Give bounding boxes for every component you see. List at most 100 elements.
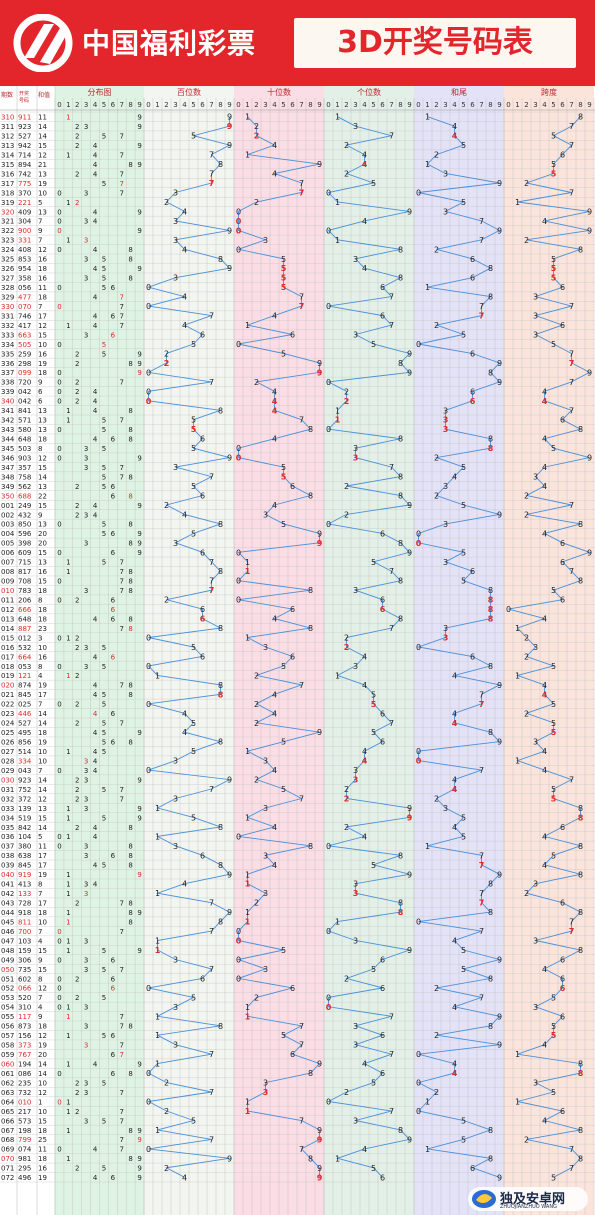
trend-point: 0: [326, 842, 331, 851]
sum-cell: 7: [38, 218, 42, 226]
trend-point: 9: [227, 1154, 232, 1163]
issue-cell: 310: [1, 114, 14, 122]
dist-digit: 1: [66, 1013, 70, 1021]
issue-cell: 005: [1, 540, 14, 548]
trend-point: 3: [353, 1022, 358, 1031]
number-cell: 198: [18, 1127, 31, 1135]
trend-point: 3: [353, 937, 358, 946]
trend-point: 0: [146, 302, 151, 311]
trend-point: 6: [380, 312, 385, 321]
header-digit-5-8: 8: [578, 101, 582, 109]
trend-point: 6: [200, 615, 206, 624]
trend-point: 8: [578, 946, 583, 955]
header-digit-2-1: 1: [245, 101, 249, 109]
dist-digit: 6: [111, 596, 116, 604]
sum-cell: 15: [38, 331, 47, 339]
dist-digit: 9: [137, 208, 141, 216]
trend-point: 9: [587, 207, 592, 216]
dist-digit: 9: [137, 360, 141, 368]
dist-digit: 3: [84, 237, 88, 245]
dist-digit: 5: [102, 265, 106, 273]
number-cell: 103: [18, 937, 31, 945]
number-cell: 409: [18, 208, 31, 216]
number-cell: 495: [18, 729, 31, 737]
number-cell: 638: [18, 852, 31, 860]
header-digit-5-1: 1: [515, 101, 519, 109]
trend-point: 1: [425, 113, 430, 122]
dist-digit: 7: [120, 795, 124, 803]
number-cell: 370: [18, 189, 31, 197]
header-digit-0-5: 5: [102, 101, 106, 109]
trend-point: 0: [416, 539, 422, 548]
number-cell: 845: [18, 862, 31, 870]
number-cell: 133: [18, 890, 31, 898]
sum-cell: 15: [38, 142, 47, 150]
trend-point: 0: [236, 245, 241, 254]
dist-digit: 1: [66, 1032, 70, 1040]
trend-point: 7: [479, 236, 484, 245]
number-cell: 728: [18, 900, 31, 908]
trend-point: 4: [272, 823, 277, 832]
issue-cell: 319: [1, 199, 14, 207]
trend-point: 3: [263, 851, 268, 860]
trend-point: 0: [416, 1079, 421, 1088]
dist-digit: 9: [137, 549, 141, 557]
trend-point: 0: [416, 747, 421, 756]
trend-point: 4: [452, 776, 457, 785]
issue-cell: 019: [1, 672, 14, 680]
trend-point: 4: [542, 747, 547, 756]
number-cell: 496: [18, 1174, 32, 1182]
number-cell: 735: [18, 966, 31, 974]
sum-cell: 11: [38, 1146, 47, 1154]
trend-point: 9: [317, 359, 322, 368]
trend-point: 4: [182, 728, 187, 737]
trend-point: 6: [380, 955, 385, 964]
trend-point: 2: [434, 491, 439, 500]
trend-point: 6: [560, 321, 565, 330]
dist-digit: 5: [102, 1117, 106, 1125]
trend-point: 6: [290, 331, 295, 340]
number-cell: 664: [18, 653, 32, 661]
dist-digit: 3: [84, 776, 88, 784]
number-cell: 066: [18, 985, 32, 993]
sum-cell: 19: [38, 682, 47, 690]
dist-digit: 8: [128, 1070, 132, 1078]
dist-digit: 7: [120, 312, 124, 320]
trend-point: 5: [281, 520, 286, 529]
trend-point: 3: [353, 1116, 358, 1125]
number-cell: 304: [18, 218, 32, 226]
trend-point: 8: [218, 624, 223, 633]
issue-cell: 349: [1, 483, 14, 491]
number-cell: 117: [18, 1013, 31, 1021]
trend-point: 9: [407, 207, 412, 216]
trend-point: 9: [407, 548, 412, 557]
header-digit-4-7: 7: [479, 101, 483, 109]
number-cell: 873: [18, 1023, 31, 1031]
trend-point: 8: [488, 1154, 493, 1163]
dist-digit: 2: [75, 994, 79, 1002]
number-cell: 514: [18, 748, 32, 756]
trend-point: 0: [146, 634, 151, 643]
trend-point: 2: [344, 634, 349, 643]
trend-point: 4: [542, 529, 547, 538]
number-cell: 708: [18, 578, 31, 586]
trend-point: 2: [344, 387, 349, 396]
issue-cell: 024: [1, 720, 15, 728]
trend-point: 4: [272, 170, 277, 179]
trend-point: 0: [146, 766, 151, 775]
number-cell: 074: [18, 1146, 32, 1154]
trend-point: 9: [407, 1135, 412, 1144]
trend-point: 0: [326, 1098, 331, 1107]
trend-point: 6: [200, 605, 205, 614]
trend-point: 4: [362, 1145, 367, 1154]
trend-point: 7: [299, 1145, 304, 1154]
issue-cell: 070: [1, 1155, 14, 1163]
number-cell: 666: [18, 606, 32, 614]
dist-digit: 5: [102, 350, 106, 358]
trend-point: 9: [227, 122, 233, 131]
number-cell: 121: [18, 672, 31, 680]
dist-digit: 3: [84, 454, 88, 462]
dist-digit: 1: [66, 114, 70, 122]
dist-digit: 0: [57, 445, 61, 453]
dist-digit: 8: [128, 1127, 132, 1135]
